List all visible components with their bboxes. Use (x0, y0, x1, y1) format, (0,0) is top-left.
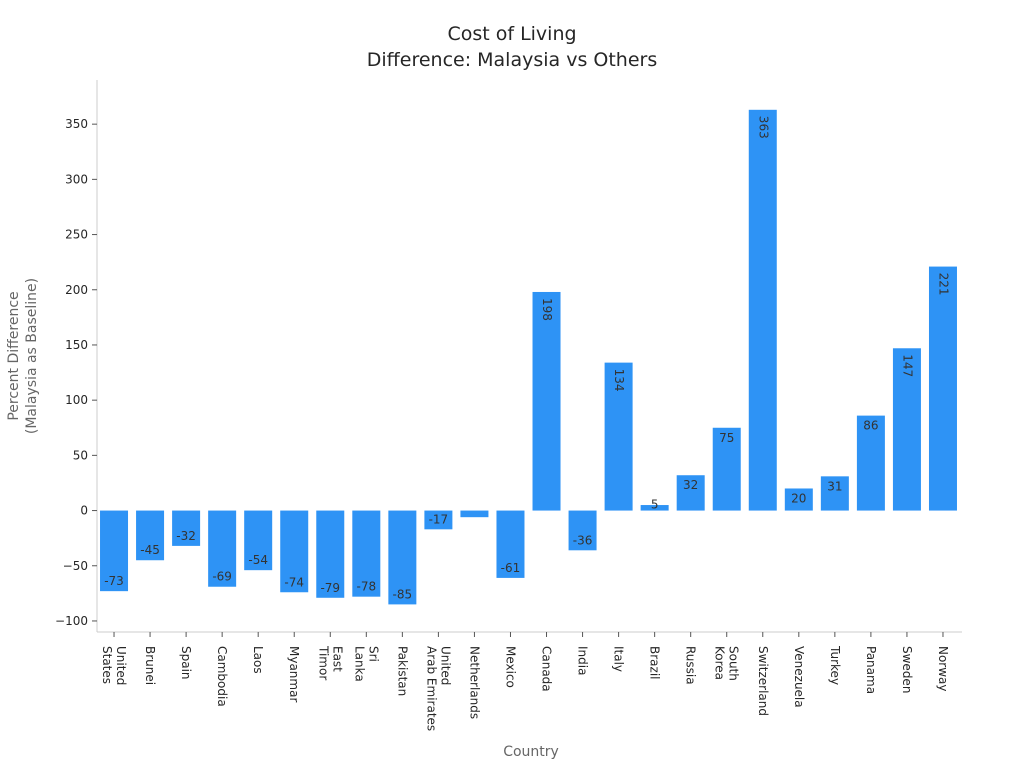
bar (424, 510, 453, 530)
x-tick-label: UnitedArab Emirates (424, 646, 452, 731)
x-tick-label: SriLanka (352, 646, 380, 682)
y-tick-label: 50 (73, 448, 88, 462)
bar (244, 510, 273, 571)
bar (172, 510, 201, 546)
x-tick-label: Cambodia (215, 646, 229, 707)
bar-value-label: -45 (140, 543, 160, 557)
y-axis-label: Percent Difference (Malaysia as Baseline) (6, 278, 40, 434)
bar (928, 266, 957, 511)
bar-value-label: 134 (612, 369, 626, 392)
x-tick-label: SouthKorea (713, 646, 741, 681)
bar (100, 510, 129, 592)
bar (280, 510, 309, 593)
bar-value-label: -85 (393, 587, 413, 601)
y-tick-label: 300 (65, 172, 88, 186)
x-tick-label: Switzerland (756, 646, 770, 716)
bar (856, 415, 885, 511)
bar (352, 510, 381, 597)
bar-value-label: 198 (540, 298, 554, 321)
bar-value-label: 31 (827, 479, 842, 493)
y-tick-label: 150 (65, 338, 88, 352)
bar-value-label: -78 (357, 580, 377, 594)
x-tick-label: Myanmar (287, 646, 301, 702)
bar-value-label: 86 (863, 419, 878, 433)
bar-value-label: -36 (573, 533, 593, 547)
x-tick-label: Venezuela (792, 646, 806, 708)
y-tick-label: −100 (55, 614, 88, 628)
chart-subtitle: Difference: Malaysia vs Others (367, 49, 657, 71)
x-tick-label: Panama (864, 646, 878, 694)
bar (568, 510, 597, 551)
bar (820, 476, 849, 511)
bar-value-label: -61 (501, 561, 521, 575)
bar-value-label: 75 (719, 431, 734, 445)
bar (892, 348, 921, 511)
x-tick-label: Laos (251, 646, 265, 674)
y-tick-label: 0 (80, 504, 88, 518)
bar-value-label: -32 (176, 529, 196, 543)
x-tick-label: Turkey (828, 645, 842, 685)
x-tick-label: Pakistan (395, 646, 409, 696)
chart-title: Cost of Living (447, 23, 576, 45)
bar-value-label: -69 (212, 570, 232, 584)
x-axis-label: Country (503, 744, 559, 760)
y-tick-label: −50 (63, 559, 88, 573)
bar (712, 427, 741, 511)
bar (460, 510, 489, 518)
bar (748, 109, 777, 511)
x-tick-label: Norway (936, 646, 950, 692)
bar-value-label: 147 (900, 354, 914, 377)
bar-value-label: -17 (429, 512, 449, 526)
bar (136, 510, 165, 561)
x-tick-label: Mexico (503, 646, 517, 688)
y-tick-label: 100 (65, 393, 88, 407)
bar (316, 510, 345, 598)
bar (496, 510, 525, 578)
bar (388, 510, 417, 605)
x-tick-label: Brazil (648, 646, 662, 680)
x-tick-label: EastTimor (316, 645, 344, 680)
bar-value-label: -74 (284, 575, 304, 589)
bar (640, 505, 669, 511)
bar (208, 510, 237, 587)
x-tick-label: Brunei (143, 646, 157, 685)
x-tick-label: India (576, 646, 590, 675)
y-tick-label: 250 (65, 228, 88, 242)
x-tick-label: UnitedStates (100, 646, 128, 685)
x-tick-label: Netherlands (467, 646, 481, 719)
bar (532, 291, 561, 511)
x-tick-label: Russia (684, 646, 698, 685)
bar (604, 362, 633, 511)
y-tick-label: 200 (65, 283, 88, 297)
x-tick-label: Spain (179, 646, 193, 680)
y-tick-label: 350 (65, 117, 88, 131)
bar (784, 488, 813, 511)
bar-value-label: -79 (320, 581, 340, 595)
bar-value-label: 20 (791, 491, 806, 505)
x-tick-label: Sweden (900, 646, 914, 693)
bar-value-label: -54 (248, 553, 268, 567)
bar-value-label: 221 (936, 273, 950, 296)
bar-value-label: 32 (683, 478, 698, 492)
bar (676, 475, 705, 511)
x-tick-label: Italy (612, 646, 626, 672)
bar-value-label: -73 (104, 574, 124, 588)
x-tick-label: Canada (540, 646, 554, 692)
bar-value-label: 363 (756, 116, 770, 139)
bar-value-label: 5 (651, 498, 659, 512)
